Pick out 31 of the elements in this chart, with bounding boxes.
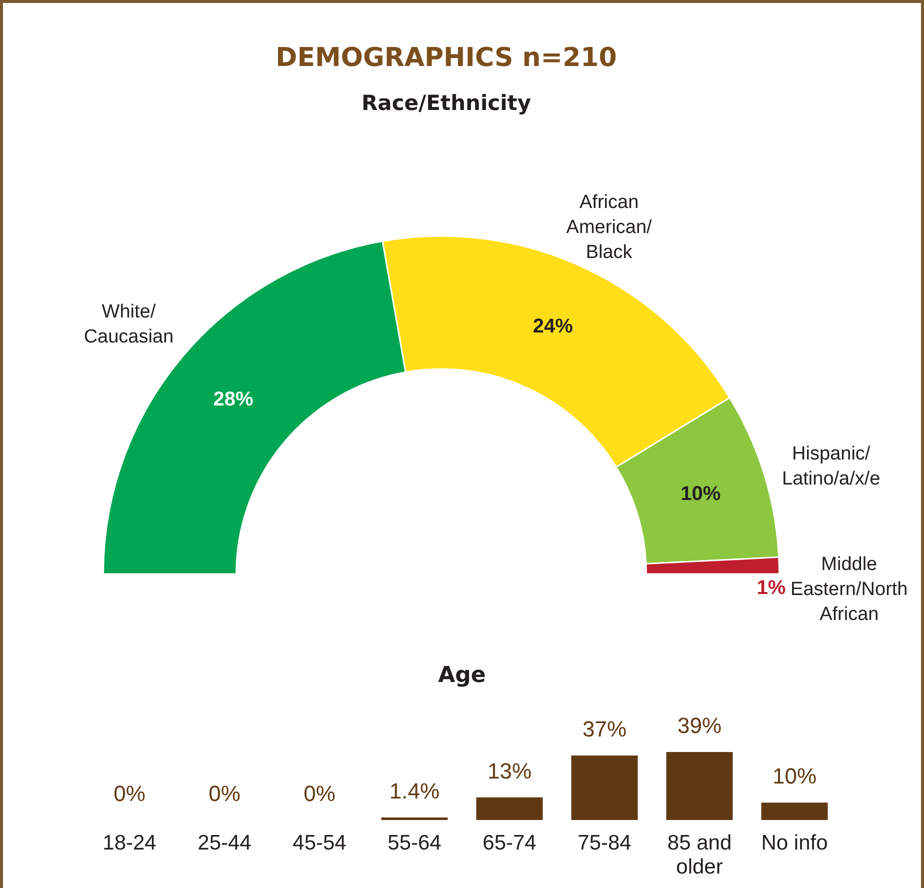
data-label: 39% [677, 713, 722, 738]
data-label: 10% [680, 482, 721, 505]
x-tick-label: 18-24 [102, 832, 157, 854]
bar [666, 752, 733, 820]
x-tick-label: 25-44 [198, 832, 252, 854]
x-tick-label: No info [761, 832, 828, 854]
slice-label: Middle Eastern/North African [790, 554, 908, 625]
data-label: 1.4% [389, 778, 440, 804]
slice-label: Hispanic/Latino/a/x/e [782, 444, 880, 490]
data-label: 0% [114, 781, 146, 806]
x-tick-label: 75-84 [578, 832, 632, 854]
chart-title: Age [438, 663, 486, 688]
x-tick-label: 85 and older [667, 832, 732, 878]
data-label: 24% [532, 316, 574, 338]
x-tick-label: 55-64 [388, 832, 442, 854]
data-label: 10% [772, 764, 817, 789]
bar [571, 755, 638, 820]
data-label: 1% [756, 576, 786, 599]
chart-subtitle: Race/Ethnicity [361, 91, 532, 115]
slice-label: White/Caucasian [84, 302, 174, 348]
data-label: 0% [304, 781, 336, 806]
bar [476, 797, 543, 820]
chart-title: DEMOGRAPHICS n=210 [276, 43, 617, 73]
data-label: 0% [208, 781, 240, 806]
x-tick-label: 65-74 [482, 832, 537, 854]
bar [761, 802, 828, 820]
slice-label: African American/Black [566, 192, 653, 264]
data-label: 37% [582, 716, 627, 742]
x-tick-label: 45-54 [292, 832, 347, 854]
data-label: 28% [213, 388, 254, 410]
data-label: 13% [487, 758, 532, 784]
